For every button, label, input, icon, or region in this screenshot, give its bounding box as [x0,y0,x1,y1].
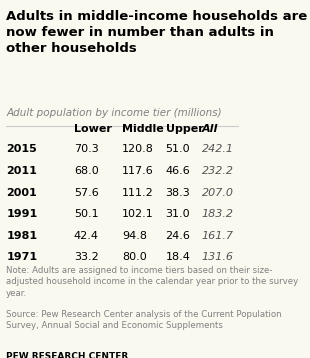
Text: Adults in middle-income households are
now fewer in number than adults in
other : Adults in middle-income households are n… [6,10,308,55]
Text: 94.8: 94.8 [122,231,147,241]
Text: Middle: Middle [122,124,164,134]
Text: 70.3: 70.3 [74,145,99,155]
Text: 31.0: 31.0 [166,209,190,219]
Text: 120.8: 120.8 [122,145,154,155]
Text: 207.0: 207.0 [202,188,234,198]
Text: All: All [202,124,218,134]
Text: 161.7: 161.7 [202,231,234,241]
Text: 1991: 1991 [6,209,38,219]
Text: 2011: 2011 [6,166,37,176]
Text: 24.6: 24.6 [166,231,190,241]
Text: 2015: 2015 [6,145,37,155]
Text: 46.6: 46.6 [166,166,190,176]
Text: Upper: Upper [166,124,203,134]
Text: 18.4: 18.4 [166,252,190,262]
Text: 111.2: 111.2 [122,188,154,198]
Text: 42.4: 42.4 [74,231,99,241]
Text: 2001: 2001 [6,188,37,198]
Text: 117.6: 117.6 [122,166,154,176]
Text: 232.2: 232.2 [202,166,234,176]
Text: PEW RESEARCH CENTER: PEW RESEARCH CENTER [6,352,128,358]
Text: 183.2: 183.2 [202,209,234,219]
Text: 38.3: 38.3 [166,188,190,198]
Text: 131.6: 131.6 [202,252,234,262]
Text: Source: Pew Research Center analysis of the Current Population
Survey, Annual So: Source: Pew Research Center analysis of … [6,310,282,330]
Text: 1971: 1971 [6,252,37,262]
Text: 33.2: 33.2 [74,252,99,262]
Text: 242.1: 242.1 [202,145,234,155]
Text: Adult population by income tier (millions): Adult population by income tier (million… [6,108,222,118]
Text: Note: Adults are assigned to income tiers based on their size-
adjusted househol: Note: Adults are assigned to income tier… [6,266,299,297]
Text: 68.0: 68.0 [74,166,99,176]
Text: Lower: Lower [74,124,112,134]
Text: 1981: 1981 [6,231,37,241]
Text: 80.0: 80.0 [122,252,147,262]
Text: 50.1: 50.1 [74,209,99,219]
Text: 51.0: 51.0 [166,145,190,155]
Text: 57.6: 57.6 [74,188,99,198]
Text: 102.1: 102.1 [122,209,154,219]
